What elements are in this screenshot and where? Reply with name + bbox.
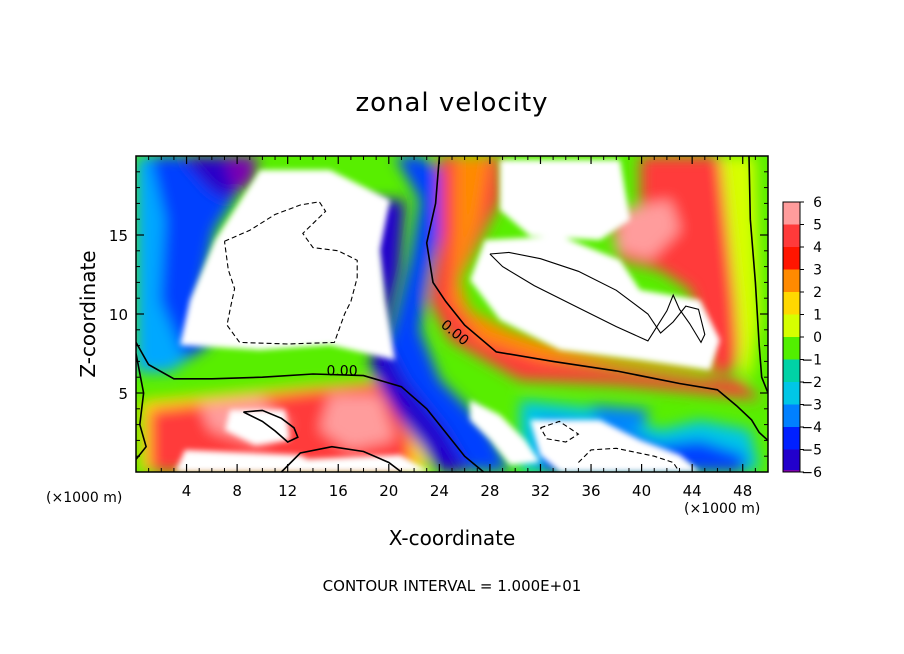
colorbar-swatch [783, 382, 800, 405]
colorbar-tick-label: 4 [813, 240, 822, 256]
colorbar-swatch [783, 449, 800, 473]
colorbar-tick-label: 3 [813, 263, 822, 279]
x-tick-label: 28 [480, 482, 499, 500]
contour-line [540, 420, 580, 443]
colorbar-swatch [783, 404, 800, 428]
colorbar-tick-label: −3 [801, 398, 822, 414]
x-tick-label: 4 [182, 482, 192, 500]
x-axis-label: X-coordinate [388, 526, 516, 550]
colorbar-tick-label: −4 [801, 420, 822, 436]
colorbar-swatch-end [783, 470, 800, 472]
contour-line [136, 342, 485, 472]
y-axis-ticks: 5 10 15 [109, 171, 768, 457]
colorbar-swatch [783, 359, 800, 383]
colorbar-swatch [783, 314, 800, 338]
y-tick-label: 5 [118, 385, 128, 403]
colorbar-tick-label: −1 [801, 353, 822, 369]
x-tick-label: 36 [581, 482, 600, 500]
colorbar-tick-label: −2 [801, 375, 822, 391]
contour-line [280, 445, 402, 472]
x-tick-label: 40 [632, 482, 651, 500]
contour-interval-note: CONTOUR INTERVAL = 1.000E+01 [322, 577, 582, 595]
heatmap-field: 0.000.00 [136, 156, 768, 472]
colorbar: 6 5 4 3 2 1 0 −1 −2 −3 −4 −5 −6 [782, 195, 822, 481]
y-tick-label: 10 [109, 306, 128, 324]
x-tick-label: 20 [379, 482, 398, 500]
x-axis-unit-left: (×1000 m) [46, 490, 123, 506]
contour-line [243, 409, 299, 443]
colorbar-tick-label: 2 [813, 285, 822, 301]
colorbar-tick-label: 5 [813, 218, 822, 234]
colorbar-tick-label: 0 [813, 330, 822, 346]
x-tick-label: 12 [278, 482, 297, 500]
contour-line [425, 156, 768, 441]
x-tick-label: 44 [683, 482, 702, 500]
contour-line [748, 156, 768, 394]
colorbar-swatch [783, 292, 800, 315]
colorbar-swatch [783, 247, 800, 270]
colorbar-tick-label: 1 [813, 308, 822, 324]
x-axis-ticks: 4 8 12 16 20 24 28 32 36 40 44 48 [148, 156, 756, 500]
x-tick-label: 16 [329, 482, 348, 500]
chart-title: zonal velocity [355, 88, 549, 118]
contour-line [489, 251, 706, 344]
colorbar-tick-label: 6 [813, 195, 822, 211]
colorbar-swatch [783, 269, 800, 293]
colorbar-swatch [783, 224, 800, 248]
x-tick-label: 8 [232, 482, 242, 500]
colorbar-swatch [783, 337, 800, 360]
x-tick-label: 24 [430, 482, 449, 500]
colorbar-tick-label: −5 [801, 443, 822, 459]
x-tick-label: 32 [531, 482, 550, 500]
colorbar-swatch [783, 427, 800, 450]
x-axis-unit-right: (×1000 m) [684, 501, 761, 517]
x-tick-label: 48 [733, 482, 752, 500]
y-tick-label: 15 [109, 227, 128, 245]
contour-line [223, 201, 358, 345]
contour-label: 0.00 [326, 364, 357, 380]
y-axis-label: Z-coordinate [76, 250, 100, 378]
contour-lines [136, 156, 768, 472]
colorbar-tick-label: −6 [801, 465, 822, 481]
colorbar-swatch [783, 202, 800, 225]
